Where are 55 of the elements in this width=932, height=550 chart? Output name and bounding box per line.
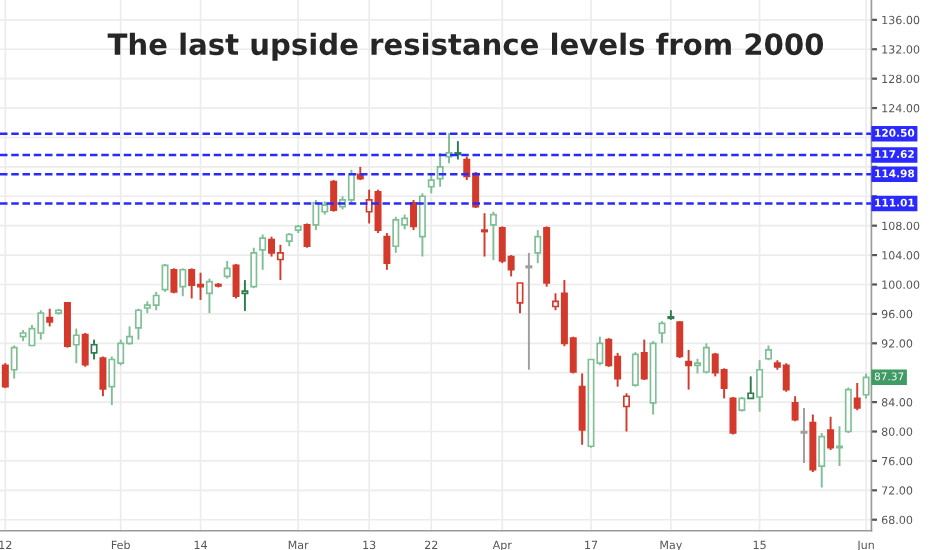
candlestick [818, 432, 826, 489]
candlestick [631, 351, 639, 388]
candlestick [835, 425, 843, 468]
candlestick [578, 372, 586, 446]
candlestick [427, 173, 435, 195]
candlestick [232, 262, 240, 300]
candlestick [1, 362, 9, 390]
candlestick [844, 386, 852, 434]
candlestick [418, 192, 426, 258]
candlestick [161, 262, 169, 293]
candlestick [303, 222, 311, 249]
candlestick [383, 232, 391, 271]
candlestick [99, 355, 107, 398]
candlestick [791, 395, 799, 423]
candlestick [330, 179, 338, 213]
candlestick [702, 342, 710, 375]
candlestick [63, 301, 71, 349]
candlestick [489, 210, 497, 262]
candlestick [241, 279, 249, 312]
candlestick [640, 338, 648, 382]
candlestick [188, 267, 196, 300]
candlestick [268, 235, 276, 258]
candlestick [729, 395, 737, 436]
candlestick [347, 168, 355, 204]
candlestick [809, 413, 817, 473]
candlestick [658, 320, 666, 345]
candlestick [134, 307, 142, 341]
text: The last upside resistance levels from 2000 [107, 32, 824, 61]
candlestick [623, 392, 630, 433]
candlestick [676, 320, 684, 359]
candlestick [410, 198, 418, 232]
candlestick [81, 332, 89, 368]
candlestick [481, 212, 489, 258]
candlestick [259, 233, 267, 271]
candlestick [782, 362, 790, 393]
candlestick [685, 348, 693, 391]
candlestick [170, 267, 178, 295]
candlestick [72, 327, 80, 365]
candlestick [862, 372, 870, 400]
candlestick [853, 382, 861, 412]
candlestick [205, 277, 213, 315]
candlestick [179, 267, 187, 298]
candlestick [10, 344, 18, 380]
candlestick [90, 338, 98, 361]
candlestick [276, 243, 284, 282]
candlestick [534, 229, 542, 265]
candlestick [827, 415, 835, 451]
candlestick [525, 251, 533, 371]
candlestick [392, 215, 400, 254]
candlestick [312, 198, 320, 232]
candlestick [516, 282, 524, 315]
candlestick [374, 188, 382, 234]
candlestick [250, 246, 258, 290]
candlestick [152, 290, 160, 312]
candlestick [800, 407, 808, 465]
